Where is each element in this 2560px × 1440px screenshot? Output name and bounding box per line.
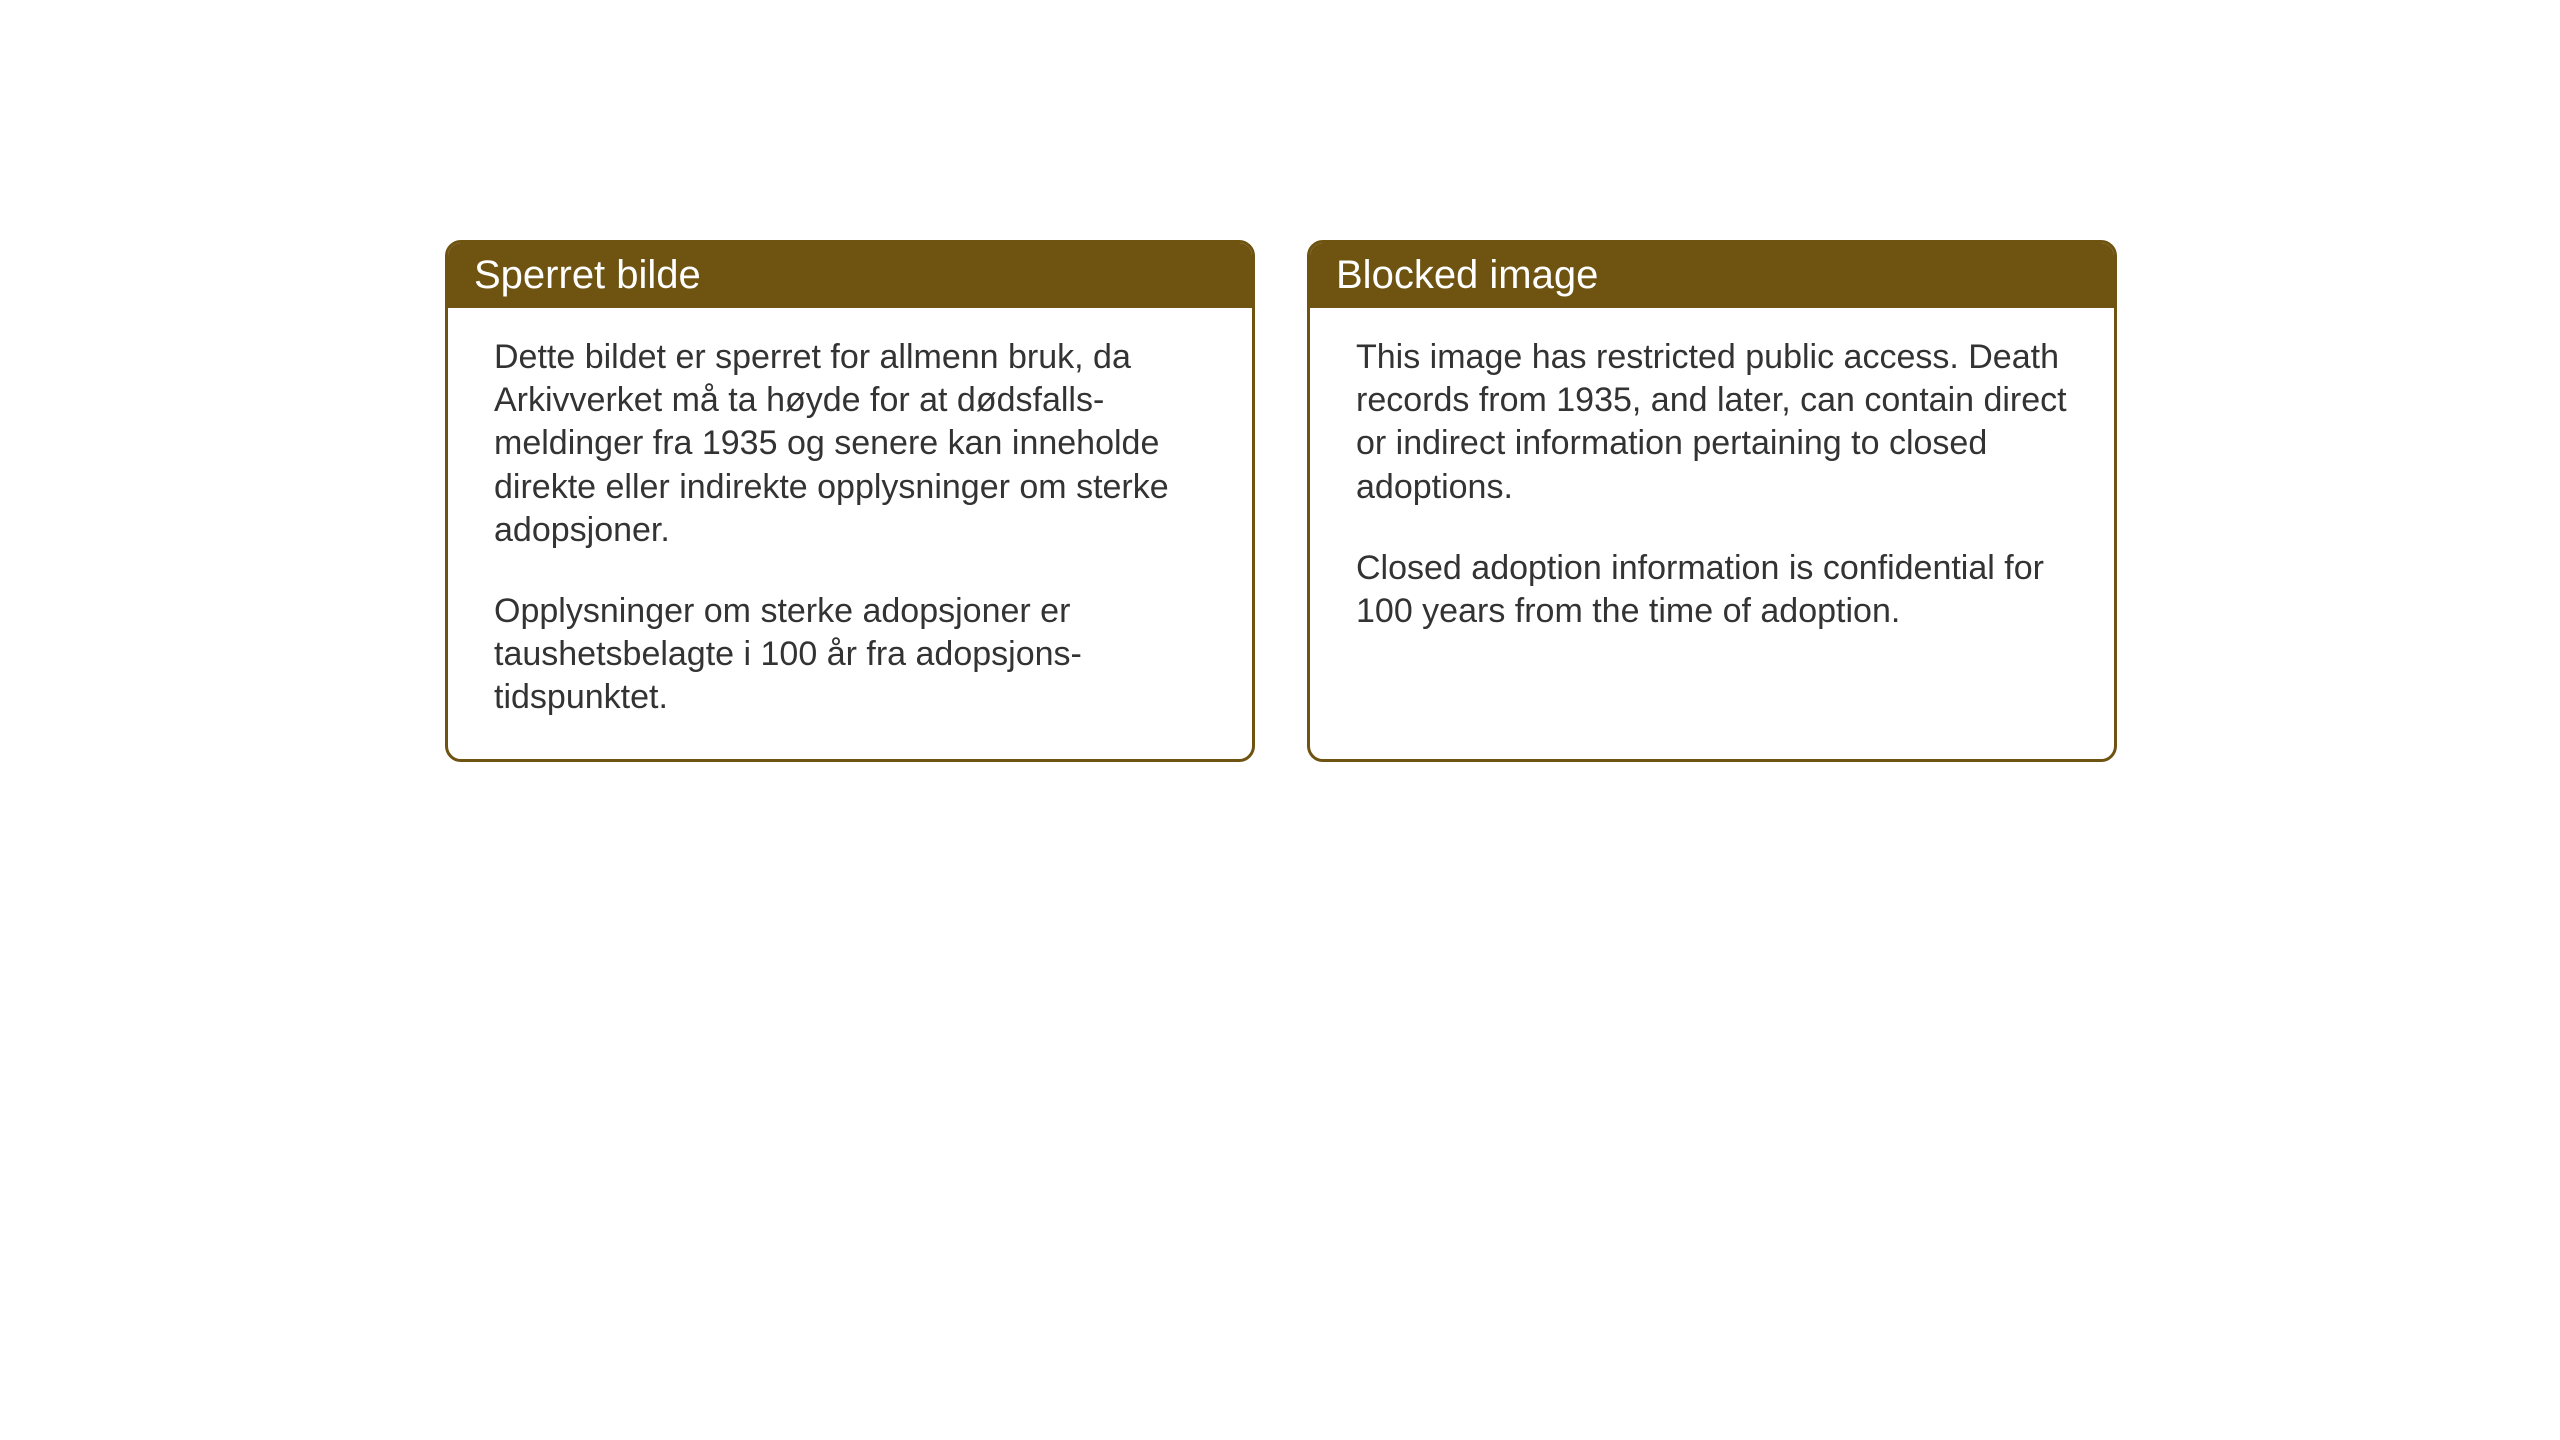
- card-english: Blocked image This image has restricted …: [1307, 240, 2117, 762]
- card-body-english: This image has restricted public access.…: [1310, 308, 2114, 728]
- card-title-english: Blocked image: [1336, 253, 1598, 297]
- card-body-norwegian: Dette bildet er sperret for allmenn bruk…: [448, 308, 1252, 759]
- card-paragraph-1-english: This image has restricted public access.…: [1356, 336, 2068, 509]
- card-header-norwegian: Sperret bilde: [448, 243, 1252, 308]
- card-paragraph-1-norwegian: Dette bildet er sperret for allmenn bruk…: [494, 336, 1206, 552]
- card-paragraph-2-english: Closed adoption information is confident…: [1356, 547, 2068, 633]
- card-title-norwegian: Sperret bilde: [474, 253, 701, 297]
- card-header-english: Blocked image: [1310, 243, 2114, 308]
- card-paragraph-2-norwegian: Opplysninger om sterke adopsjoner er tau…: [494, 590, 1206, 720]
- card-norwegian: Sperret bilde Dette bildet er sperret fo…: [445, 240, 1255, 762]
- notice-container: Sperret bilde Dette bildet er sperret fo…: [0, 0, 2560, 762]
